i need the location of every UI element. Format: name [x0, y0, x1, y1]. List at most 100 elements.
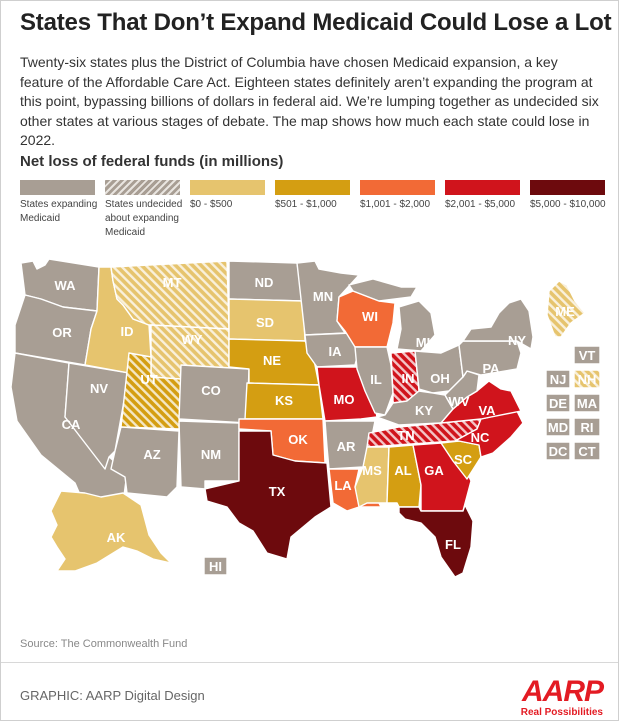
legend-label: States expanding Medicaid: [20, 199, 98, 224]
state-label-ut: UT: [140, 372, 157, 387]
state-label-ok: OK: [288, 432, 308, 447]
state-label-wv: WV: [449, 394, 470, 409]
state-label-ms: MS: [362, 463, 382, 478]
state-label-il: IL: [370, 372, 382, 387]
state-tx: [204, 430, 332, 560]
state-label-az: AZ: [143, 447, 160, 462]
legend-swatch: [20, 180, 95, 195]
legend-swatch: [530, 180, 605, 195]
state-dc: [545, 441, 571, 461]
legend-swatch: [445, 180, 520, 195]
state-label-co: CO: [201, 383, 221, 398]
state-label-in: IN: [402, 371, 415, 386]
state-ny: [462, 298, 534, 350]
legend-title: Net loss of federal funds (in millions): [20, 153, 284, 170]
legend-item-undecided: States undecided about expanding Medicai…: [105, 180, 195, 240]
state-label-ma: MA: [577, 396, 598, 411]
state-mi: [348, 278, 436, 352]
state-label-ar: AR: [337, 439, 356, 454]
aarp-logo: AARP Real Possibilities: [475, 675, 605, 719]
legend-swatch: [275, 180, 350, 195]
state-label-ny: NY: [508, 333, 526, 348]
state-label-fl: FL: [445, 537, 461, 552]
legend-label: States undecided about expanding Medicai…: [105, 199, 183, 238]
state-hi: [203, 556, 228, 576]
legend-item-t1: $0 - $500: [190, 180, 280, 212]
legend-item-t3: $1,001 - $2,000: [360, 180, 450, 212]
state-label-tx: TX: [269, 484, 286, 499]
state-label-mi: MI: [416, 335, 430, 350]
legend-label: $0 - $500: [190, 199, 233, 210]
legend-item-t4: $2,001 - $5,000: [445, 180, 535, 212]
state-label-ks: KS: [275, 393, 293, 408]
state-label-mo: MO: [334, 392, 355, 407]
state-label-de: DE: [549, 396, 567, 411]
state-label-vt: VT: [579, 348, 596, 363]
state-label-sd: SD: [256, 315, 274, 330]
legend-label: $2,001 - $5,000: [445, 199, 516, 210]
legend-swatch: [190, 180, 265, 195]
state-label-id: ID: [121, 324, 134, 339]
state-label-oh: OH: [430, 371, 450, 386]
state-label-nh: NH: [578, 372, 597, 387]
us-state-map: WA OR CA NV ID MT WY UT CO AZ NM ND SD N…: [10, 258, 601, 578]
state-mt: [110, 260, 230, 330]
state-label-nv: NV: [90, 381, 108, 396]
state-label-mt: MT: [163, 275, 182, 290]
legend-item-t5: $5,000 - $10,000: [530, 180, 619, 212]
page-title: States That Don’t Expand Medicaid Could …: [20, 9, 612, 36]
legend-label: $1,001 - $2,000: [360, 199, 431, 210]
legend-swatch: [105, 180, 180, 195]
state-fl: [398, 504, 474, 578]
state-label-nm: NM: [201, 447, 221, 462]
state-label-md: MD: [548, 420, 568, 435]
legend-label: $501 - $1,000: [275, 199, 337, 210]
state-label-ky: KY: [415, 403, 433, 418]
state-label-wy: WY: [182, 332, 203, 347]
state-label-nd: ND: [255, 275, 274, 290]
legend-item-expanding: States expanding Medicaid: [20, 180, 110, 226]
state-label-ca: CA: [62, 417, 81, 432]
state-ak: [50, 490, 172, 572]
legend-swatch: [360, 180, 435, 195]
footer-divider: [1, 662, 618, 663]
state-ma: [573, 393, 601, 413]
state-label-ia: IA: [329, 344, 343, 359]
legend-label: $5,000 - $10,000: [530, 199, 606, 210]
state-label-ga: GA: [424, 463, 444, 478]
state-me: [546, 280, 586, 338]
state-nh: [573, 369, 601, 389]
state-de: [545, 393, 571, 413]
graphic-credit: GRAPHIC: AARP Digital Design: [20, 688, 205, 703]
state-label-ct: CT: [578, 444, 595, 459]
state-label-sc: SC: [454, 452, 473, 467]
state-label-va: VA: [478, 403, 496, 418]
state-md: [545, 417, 571, 437]
state-nc: [454, 410, 524, 458]
state-az: [110, 426, 180, 498]
state-nj: [545, 369, 571, 389]
state-ri: [573, 417, 601, 437]
state-label-or: OR: [52, 325, 72, 340]
state-label-mn: MN: [313, 289, 333, 304]
intro-paragraph: Twenty-six states plus the District of C…: [20, 54, 599, 148]
state-label-la: LA: [334, 478, 352, 493]
legend-item-t2: $501 - $1,000: [275, 180, 365, 212]
state-label-hi: HI: [209, 559, 222, 574]
state-label-tn: TN: [397, 428, 414, 443]
state-vt: [573, 345, 601, 365]
state-label-ri: RI: [581, 420, 594, 435]
state-label-pa: PA: [482, 361, 500, 376]
logo-tagline: Real Possibilities: [520, 707, 603, 718]
state-ct: [573, 441, 601, 461]
state-label-nc: NC: [471, 430, 490, 445]
state-label-nj: NJ: [550, 372, 567, 387]
state-label-me: ME: [555, 304, 575, 319]
logo-wordmark: AARP: [521, 675, 604, 708]
state-label-al: AL: [394, 463, 411, 478]
source-note: Source: The Commonwealth Fund: [20, 638, 188, 650]
state-label-ne: NE: [263, 353, 281, 368]
state-label-dc: DC: [549, 444, 568, 459]
state-label-wi: WI: [362, 309, 378, 324]
